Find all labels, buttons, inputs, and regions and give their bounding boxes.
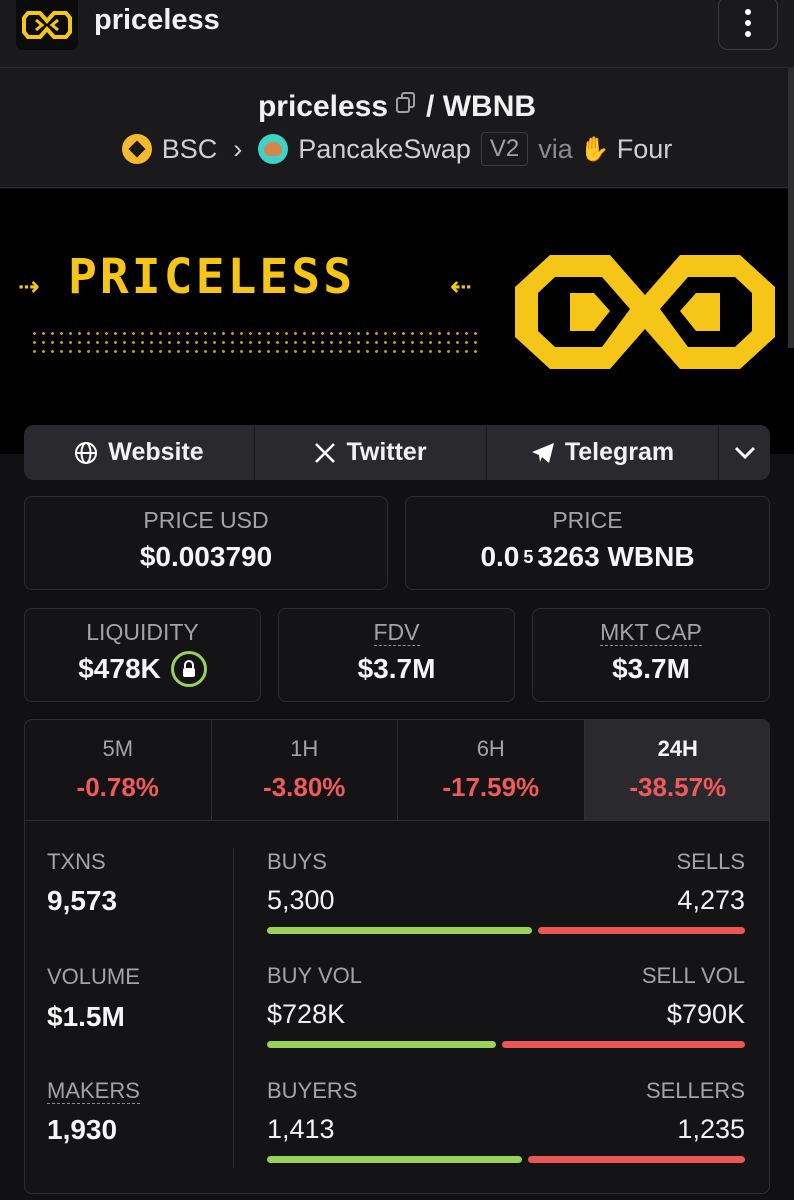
zero-count: 5: [523, 546, 534, 567]
activity-summary: TXNS 9,573 VOLUME $1.5M MAKERS 1,930: [25, 821, 235, 1191]
scrollbar-thumb[interactable]: [788, 68, 794, 348]
change-5m: -0.78%: [76, 772, 159, 802]
price-usd-label: PRICE USD: [143, 507, 269, 533]
pair-subline: BSC › PancakeSwap V2 via ✋ Four: [0, 132, 794, 166]
makers-value: 1,930: [47, 1114, 118, 1145]
price-usd-box: PRICE USD $0.003790: [24, 496, 388, 590]
pair-separator: /: [426, 89, 435, 123]
token-banner: ⇢ PRICELESS ⇠: [0, 189, 794, 454]
liquidity-value: $478K: [25, 651, 260, 687]
sell-vol-bar: [502, 1041, 745, 1048]
x-icon: [315, 442, 336, 463]
change-24h: -38.57%: [629, 772, 727, 802]
tab-24h[interactable]: 24H -38.57%: [584, 720, 769, 820]
sellers-value: 1,235: [677, 1114, 745, 1144]
liquidity-box: LIQUIDITY $478K: [24, 608, 261, 702]
arrow-left-icon: ⇠: [450, 271, 472, 301]
base-token: priceless: [257, 89, 389, 123]
change-1h: -3.80%: [263, 772, 346, 802]
version-badge: V2: [480, 132, 529, 166]
makers-bar: [267, 1156, 745, 1163]
buys-sells-bar: [267, 927, 745, 934]
globe-icon: [75, 441, 98, 464]
price-native-label: PRICE: [552, 507, 623, 533]
fdv-box[interactable]: FDV $3.7M: [278, 608, 515, 702]
buyers-value: 1,413: [267, 1114, 335, 1144]
tab-1h[interactable]: 1H -3.80%: [212, 720, 398, 820]
four-launchpad-icon: ✋: [579, 135, 610, 163]
sellers-label: SELLERS: [645, 1078, 745, 1103]
more-links-button[interactable]: [719, 425, 770, 480]
price-native-box: PRICE 0.0 5 3263 WBNB: [405, 496, 770, 590]
tab-6h[interactable]: 6H -17.59%: [398, 720, 585, 820]
buys-value: 5,300: [267, 885, 335, 915]
via-label: via: [538, 133, 573, 164]
social-links: Website Twitter Telegram: [24, 425, 770, 480]
sells-label: SELLS: [676, 849, 746, 874]
makers-breakdown: BUYERS SELLERS 1,413 1,235: [267, 1078, 745, 1178]
fdv-label: FDV: [373, 619, 420, 646]
pair-title: priceless / WBNB: [0, 88, 794, 128]
liquidity-label: LIQUIDITY: [86, 619, 199, 645]
copy-icon[interactable]: [396, 88, 416, 122]
volume-breakdown: BUY VOL SELL VOL $728K $790K: [267, 963, 745, 1063]
sell-vol-label: SELL VOL: [641, 963, 745, 988]
sell-vol-value: $790K: [666, 999, 745, 1029]
price-native-value: 0.0 5 3263 WBNB: [480, 541, 695, 572]
makers-label: MAKERS: [47, 1078, 140, 1104]
sells-value: 4,273: [677, 885, 745, 915]
dex-link[interactable]: PancakeSwap: [298, 133, 471, 164]
token-logo[interactable]: [16, 0, 78, 50]
volume-bar: [267, 1041, 745, 1048]
buyers-bar: [267, 1156, 523, 1163]
buys-bar: [267, 927, 532, 934]
tab-5m[interactable]: 5M -0.78%: [25, 720, 212, 820]
volume-label: VOLUME: [47, 964, 140, 989]
telegram-link[interactable]: Telegram: [487, 425, 719, 480]
banner-wordmark: PRICELESS: [68, 249, 356, 305]
buyers-label: BUYERS: [267, 1078, 358, 1103]
infinity-banner-logo-icon: [515, 255, 775, 369]
volume-value: $1.5M: [47, 1001, 125, 1032]
buys-label: BUYS: [267, 849, 327, 874]
mkt-cap-box[interactable]: MKT CAP $3.7M: [532, 608, 770, 702]
chain-link[interactable]: BSC: [161, 133, 218, 164]
top-bar: priceless: [0, 0, 794, 68]
token-title: priceless: [94, 4, 220, 36]
lock-icon[interactable]: [170, 651, 207, 687]
banner-pattern: [30, 329, 480, 359]
launchpad-link[interactable]: Four: [616, 133, 673, 164]
bsc-chain-icon: [121, 134, 152, 164]
change-6h: -17.59%: [442, 772, 540, 802]
chevron-down-icon: [734, 446, 755, 459]
buy-vol-label: BUY VOL: [267, 963, 362, 988]
txns-value: 9,573: [47, 885, 118, 916]
twitter-link[interactable]: Twitter: [255, 425, 487, 480]
pancakeswap-icon: [258, 134, 289, 164]
timeframe-tabs: 5M -0.78% 1H -3.80% 6H -17.59% 24H -38.5…: [25, 720, 769, 821]
sells-bar: [537, 927, 745, 934]
sellers-bar: [528, 1156, 745, 1163]
price-usd-value: $0.003790: [139, 541, 273, 572]
mkt-cap-value: $3.7M: [612, 653, 690, 684]
timeframe-panel: 5M -0.78% 1H -3.80% 6H -17.59% 24H -38.5…: [24, 719, 770, 1194]
txns-label: TXNS: [47, 849, 106, 874]
more-dots-icon: [745, 9, 751, 15]
pair-header: priceless / WBNB BSC › PancakeSwap V2 via…: [0, 68, 794, 188]
website-link[interactable]: Website: [24, 425, 255, 480]
fdv-value: $3.7M: [357, 653, 436, 684]
txns-breakdown: BUYS SELLS 5,300 4,273: [267, 849, 745, 949]
buy-vol-bar: [267, 1041, 497, 1048]
mkt-cap-label: MKT CAP: [600, 619, 702, 646]
chevron-right-icon: ›: [233, 133, 243, 164]
more-menu-button[interactable]: [718, 0, 778, 50]
telegram-icon: [531, 442, 554, 463]
infinity-logo-icon: [22, 11, 72, 39]
column-divider: [233, 848, 234, 1168]
arrow-right-icon: ⇢: [18, 271, 40, 301]
quote-token: WBNB: [442, 89, 537, 123]
buy-vol-value: $728K: [267, 999, 346, 1029]
